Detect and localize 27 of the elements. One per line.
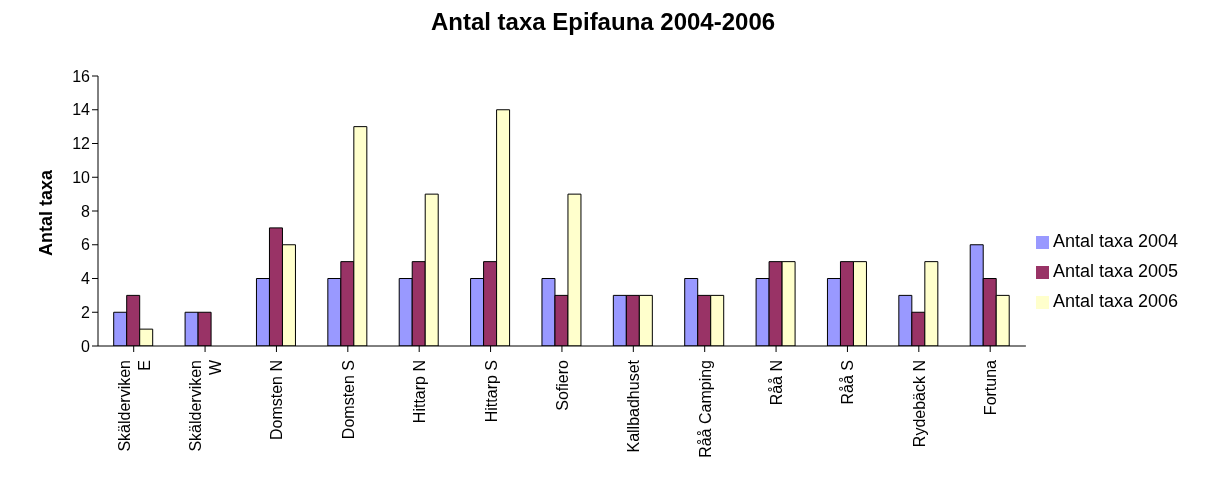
y-axis-title: Antal taxa — [36, 168, 57, 256]
x-tick-label: Fortuna — [982, 359, 1000, 416]
y-tick-label: 10 — [72, 168, 91, 186]
legend-label: Antal taxa 2004 — [1052, 231, 1178, 251]
y-tick-label: 4 — [81, 270, 91, 288]
x-tick-label: Skälderviken W — [187, 359, 225, 452]
y-tick-label: 2 — [81, 303, 91, 321]
x-tick-label: Råå Camping — [696, 360, 714, 458]
y-tick-label: 16 — [72, 67, 91, 85]
y-tick-label: 12 — [72, 135, 91, 153]
x-tick-label: Råå S — [839, 360, 857, 405]
legend-label: Antal taxa 2006 — [1052, 291, 1178, 311]
x-tick-label: Domsten N — [268, 360, 286, 441]
x-tick-label: Hittarp N — [411, 360, 429, 424]
y-tick-label: 14 — [72, 101, 91, 119]
x-tick-label: Rydebäck N — [910, 360, 928, 448]
y-tick-label: 8 — [81, 202, 91, 220]
legend-label: Antal taxa 2005 — [1052, 261, 1178, 281]
x-tick-label: Skälderviken E — [115, 360, 153, 452]
chart-title: Antal taxa Epifauna 2004-2006 — [429, 8, 777, 36]
x-tick-label: Sofiero — [553, 359, 571, 411]
y-tick-label: 6 — [81, 236, 91, 254]
x-tick-label: Domsten S — [339, 360, 357, 440]
x-tick-label: Kallbadhuset — [625, 359, 643, 453]
y-tick-label: 0 — [81, 337, 91, 355]
x-tick-label: Hittarp S — [482, 360, 500, 423]
x-tick-label: Råå N — [768, 360, 786, 406]
